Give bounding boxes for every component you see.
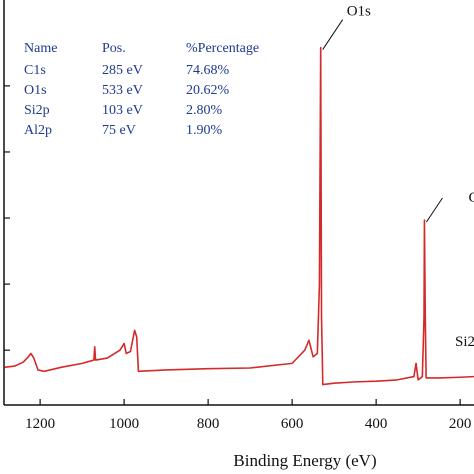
table-cell: 1.90% [186,123,223,138]
table-cell: 75 eV [102,123,136,138]
spectrum-line [4,46,474,386]
table-cell: 74.68% [186,63,230,78]
table-cell: C1s [24,63,46,78]
annotation-arrow [322,19,344,50]
table-cell: 20.62% [186,83,230,98]
annotation: Si2p [455,334,474,350]
table-cell: Al2p [24,123,52,138]
x-tick-label: 200 [449,416,472,432]
table-cell: O1s [24,83,47,98]
x-tick-label: 600 [281,416,304,432]
table-cell: 2.80% [186,103,223,118]
table-header: Pos. [102,41,126,56]
table-header: %Percentage [186,41,259,56]
annotation-arrow [426,197,443,223]
table-cell: 285 eV [102,63,143,78]
table-cell: 533 eV [102,83,143,98]
x-tick-label: 400 [365,416,388,432]
annotation: C1s [468,190,474,206]
annotation: O1s [347,4,371,20]
table-cell: 103 eV [102,103,143,118]
x-axis-label: Binding Energy (eV) [233,451,376,470]
x-tick-label: 800 [197,416,220,432]
table-cell: Si2p [24,103,50,118]
x-tick-label: 1000 [109,416,139,432]
table-header: Name [24,41,57,56]
x-tick-label: 1200 [25,416,55,432]
